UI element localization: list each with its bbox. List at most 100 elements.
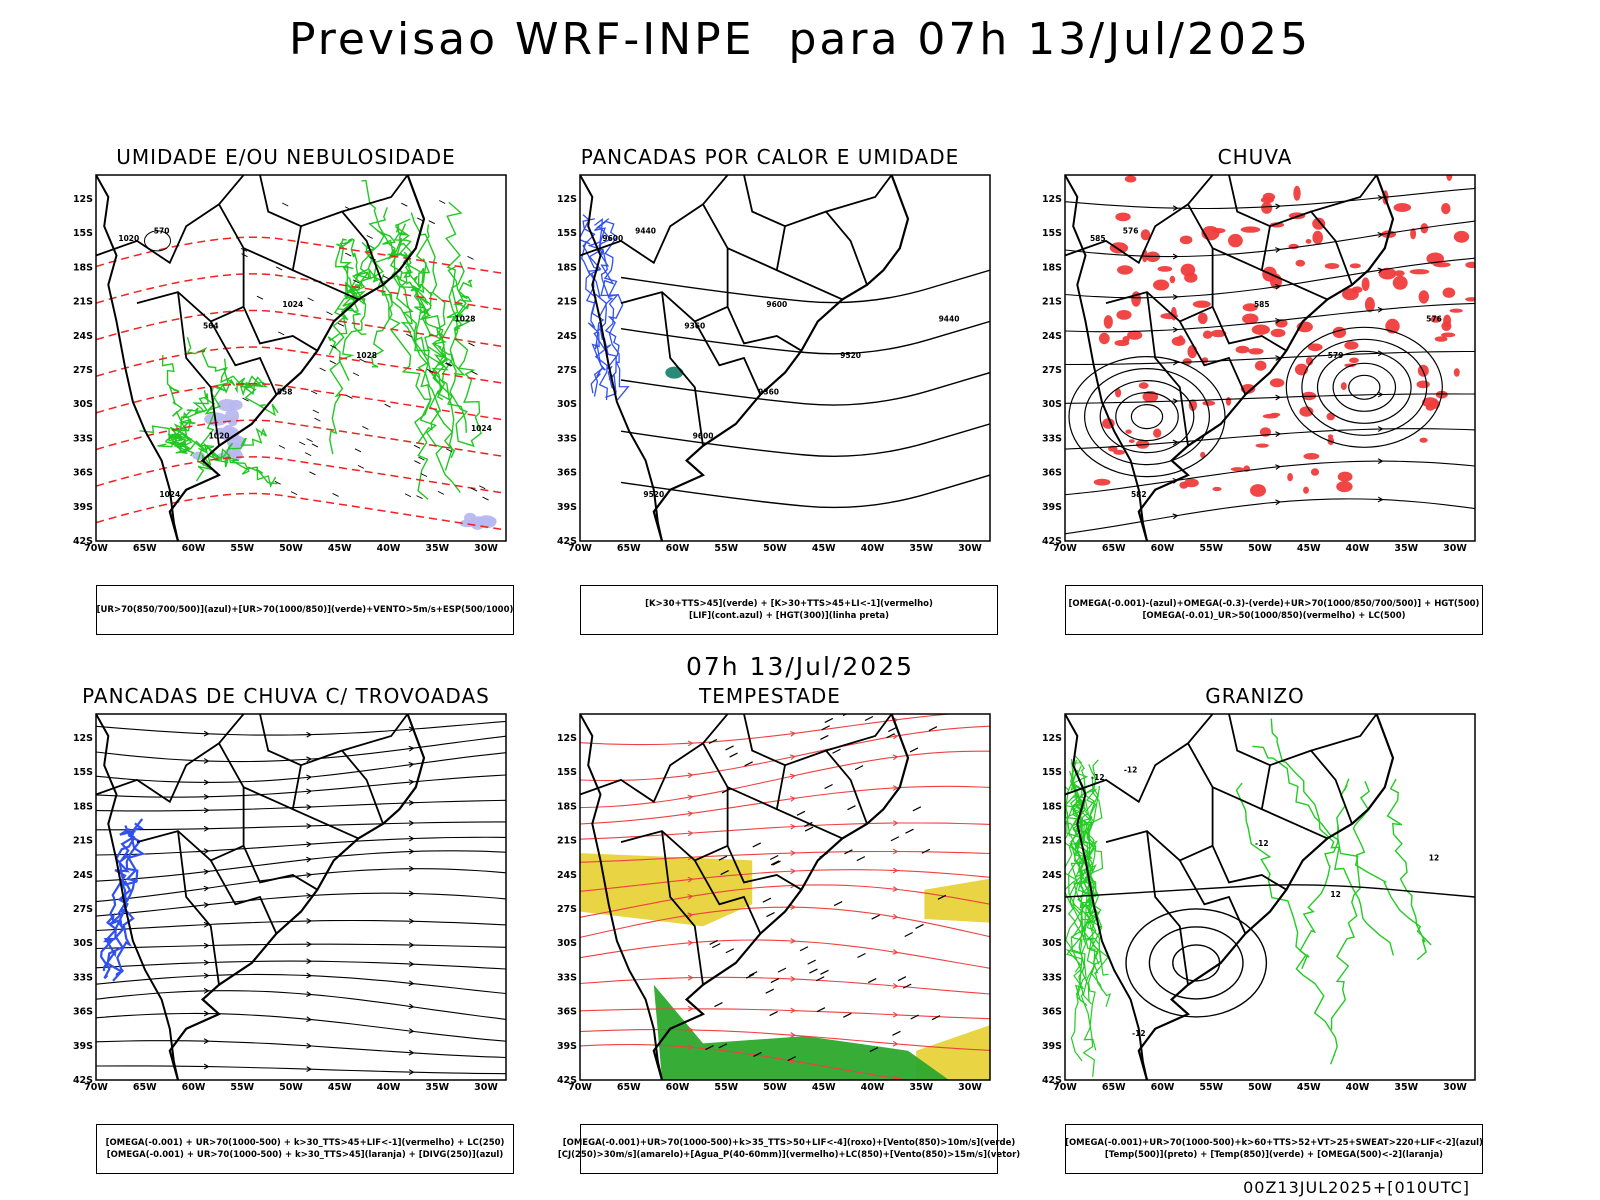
low-humidity-contour	[410, 212, 474, 447]
wind-vector	[725, 745, 734, 751]
lat-tick-label: 42S	[557, 536, 577, 547]
convective-area	[665, 366, 684, 379]
lon-tick-label: 40W	[1346, 1082, 1370, 1093]
wind-vector	[346, 395, 353, 399]
wind-arrow	[408, 1049, 415, 1056]
country-border	[1065, 175, 1214, 265]
rain-area	[1349, 357, 1359, 364]
wind-arrow	[1172, 294, 1179, 300]
lon-tick-label: 70W	[1053, 543, 1077, 554]
lon-tick-label: 60W	[666, 1082, 690, 1093]
rain-area	[1251, 324, 1270, 335]
high-humidity-area	[227, 416, 238, 427]
country-border	[1187, 742, 1263, 811]
low-humidity-contour	[347, 238, 367, 336]
map-frame	[95, 174, 507, 542]
low-humidity-contour	[377, 230, 432, 307]
contour-label: 570	[154, 227, 170, 236]
lon-tick-label: 65W	[617, 1082, 641, 1093]
low-humidity-contour	[177, 432, 278, 485]
wind-vector	[468, 342, 475, 347]
wind-vector	[864, 715, 874, 722]
rain-area	[1310, 468, 1320, 476]
wind-vector	[931, 1015, 941, 1021]
country-border	[1179, 859, 1247, 934]
wind-vector	[470, 487, 478, 492]
contour-label: -12	[1132, 1029, 1146, 1038]
streamline	[1065, 460, 1475, 496]
lat-tick-label: 21S	[73, 836, 93, 847]
legend-line: [OMEGA(-0.001) + UR>70(1000-500) + k>30_…	[105, 1138, 505, 1148]
lat-tick-label: 15S	[1042, 228, 1062, 239]
country-border	[743, 714, 843, 840]
streamline	[580, 850, 990, 863]
wind-vector	[352, 372, 360, 377]
wind-arrow	[306, 1066, 313, 1072]
lat-tick-label: 12S	[557, 733, 577, 744]
rain-area	[1344, 341, 1359, 350]
wind-vector	[769, 1011, 778, 1017]
country-border	[784, 210, 868, 286]
wind-vector	[482, 496, 489, 501]
wind-arrow	[687, 772, 694, 779]
wind-vector	[847, 805, 856, 811]
lif-contour	[603, 220, 630, 401]
wind-arrow	[306, 774, 313, 781]
low-humidity-contour	[376, 273, 461, 493]
wind-vector	[708, 738, 718, 744]
streamline	[96, 821, 506, 831]
wind-vector	[278, 444, 286, 449]
wind-arrow	[306, 941, 313, 948]
lon-tick-label: 45W	[812, 1082, 836, 1093]
wind-arrow	[1275, 464, 1282, 470]
wind-arrow	[789, 1057, 796, 1064]
legend-line: [OMEGA(-0.001)+UR>70(1000-500)+k>35_TTS>…	[562, 1138, 1016, 1148]
run-stamp: 00Z13JUL2025+[010UTC]	[1243, 1178, 1470, 1197]
wind-vector	[856, 856, 866, 862]
rain-area	[1202, 330, 1213, 339]
wind-vector	[928, 726, 938, 732]
lon-tick-label: 60W	[1151, 543, 1175, 554]
lat-tick-label: 33S	[557, 433, 577, 444]
rain-area	[1434, 336, 1448, 342]
contour-label: 9360	[684, 322, 705, 331]
low-humidity-contour	[161, 355, 195, 457]
rain-area	[1115, 388, 1122, 398]
wind-vector	[278, 331, 285, 336]
wind-vector	[905, 828, 914, 834]
wind-arrow	[408, 918, 415, 925]
lon-tick-label: 65W	[1102, 543, 1126, 554]
jet-area	[924, 878, 990, 923]
streamline	[580, 869, 990, 892]
wind-vector	[413, 444, 421, 449]
wind-vector	[902, 983, 912, 989]
t850-contour	[1330, 780, 1370, 1030]
wind-arrow	[306, 892, 313, 899]
wind-arrow	[1172, 398, 1179, 405]
panel-chuva: CHUVA 12S 15S 18S 21S 24S 27S 30S 33S 36S 39S 42S 7…	[1042, 145, 1483, 635]
rain-area	[1419, 437, 1428, 443]
wind-vector	[256, 295, 264, 300]
wind-arrow	[306, 872, 313, 878]
lon-tick-label: 55W	[230, 1082, 254, 1093]
lon-tick-label: 30W	[958, 543, 982, 554]
wind-arrow	[306, 958, 313, 965]
country-border	[218, 742, 294, 811]
wind-arrow	[687, 893, 694, 900]
lat-tick-label: 15S	[73, 228, 93, 239]
wind-vector	[445, 448, 453, 453]
country-border	[1179, 320, 1247, 395]
wind-vector	[820, 734, 829, 740]
country-border	[580, 714, 729, 804]
wind-vector	[326, 311, 333, 316]
rain-area	[1446, 175, 1453, 181]
lon-tick-label: 70W	[1053, 1082, 1077, 1093]
rain-area	[1305, 239, 1312, 244]
wind-vector	[770, 978, 780, 984]
jet-area	[580, 853, 753, 927]
lat-tick-label: 33S	[73, 972, 93, 983]
wind-arrow	[203, 1038, 210, 1045]
streamline	[580, 785, 990, 825]
